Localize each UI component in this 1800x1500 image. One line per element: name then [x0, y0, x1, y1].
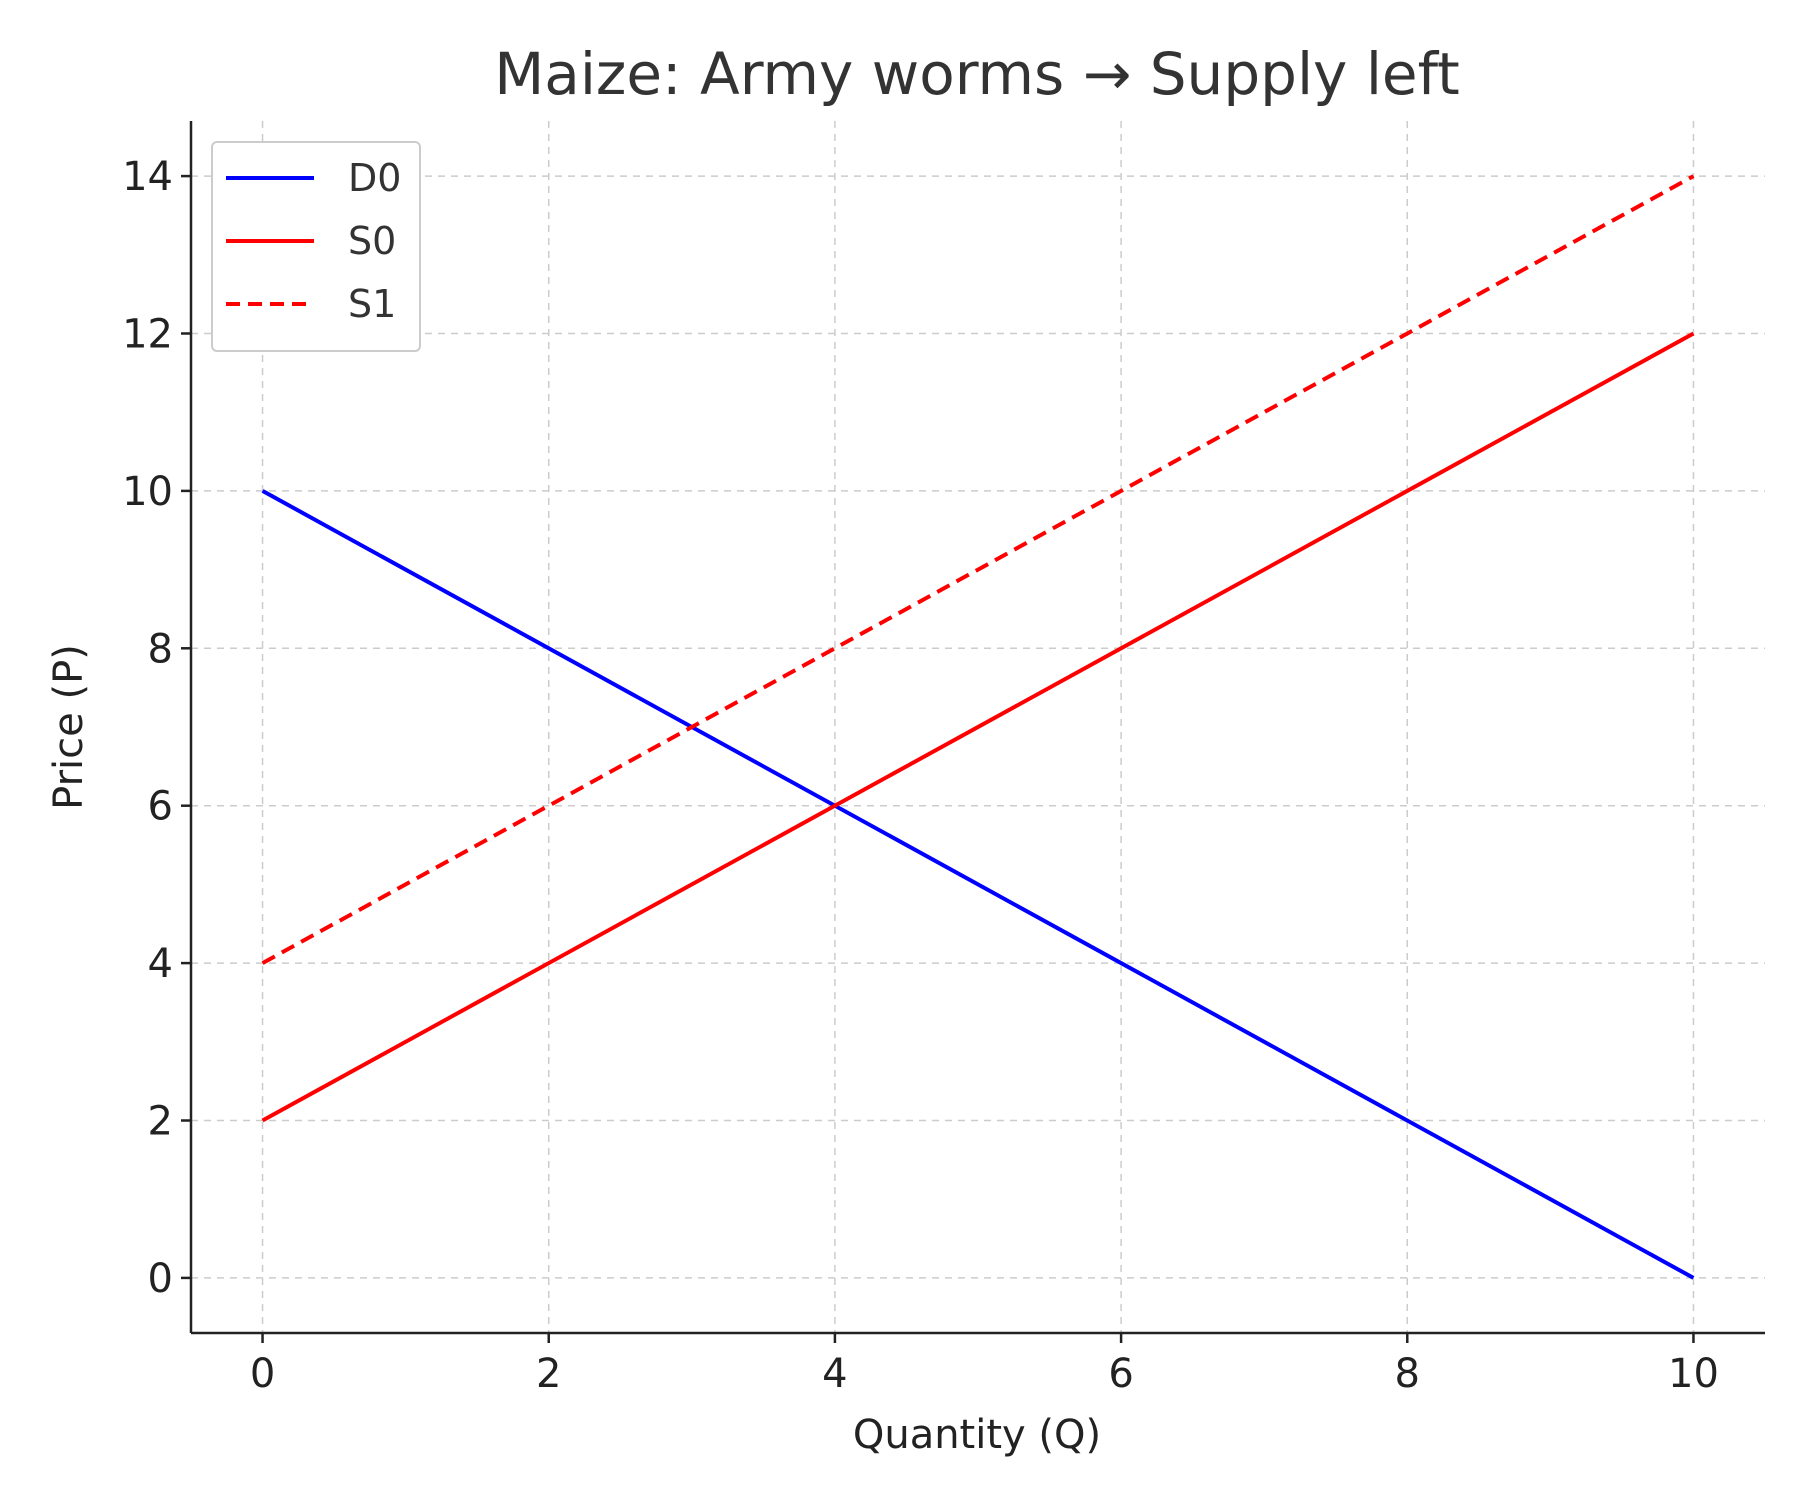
legend-label-s0: S0 — [348, 219, 396, 263]
y-tick-label: 0 — [148, 1256, 173, 1302]
y-tick-label: 6 — [148, 784, 173, 830]
y-axis-label: Price (P) — [46, 644, 92, 810]
x-tick-label: 6 — [1108, 1351, 1133, 1397]
y-tick-label: 8 — [148, 626, 173, 672]
series-lines — [261, 174, 1695, 1280]
x-tick-label: 10 — [1668, 1351, 1719, 1397]
legend-box — [211, 141, 421, 352]
chart-title: Maize: Army worms → Supply left — [494, 40, 1460, 108]
x-tick-label: 0 — [250, 1351, 275, 1397]
x-axis-label: Quantity (Q) — [853, 1412, 1101, 1458]
x-tick-label: 4 — [822, 1351, 847, 1397]
legend: D0 S0 S1 — [211, 141, 421, 352]
axis-ticks: 0 2 4 6 8 10 0 2 4 6 8 10 12 14 — [122, 154, 1719, 1397]
y-tick-label: 12 — [122, 311, 173, 357]
legend-label-s1: S1 — [348, 282, 396, 326]
y-tick-label: 2 — [148, 1099, 173, 1145]
x-tick-label: 8 — [1395, 1351, 1420, 1397]
axes-spines — [189, 121, 1765, 1335]
series-line-s1 — [261, 174, 1695, 965]
y-tick-label: 14 — [122, 154, 173, 200]
legend-label-d0: D0 — [348, 156, 401, 200]
x-tick-label: 2 — [536, 1351, 561, 1397]
grid — [191, 121, 1765, 1333]
series-line-d0 — [261, 489, 1695, 1280]
series-line-s0 — [261, 331, 1695, 1123]
y-tick-label: 10 — [122, 469, 173, 515]
y-tick-label: 4 — [148, 941, 173, 987]
